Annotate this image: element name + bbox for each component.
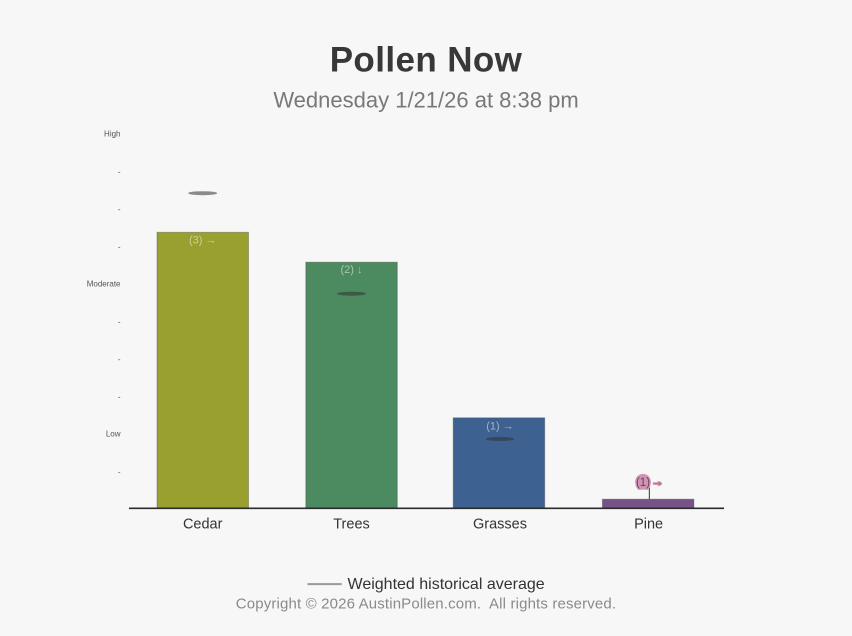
svg-text:Moderate: Moderate bbox=[87, 279, 121, 288]
svg-text:-: - bbox=[118, 317, 121, 326]
svg-text:High: High bbox=[104, 129, 120, 138]
svg-text:Pine: Pine bbox=[634, 517, 663, 533]
svg-text:Copyright © 2026 AustinPollen.: Copyright © 2026 AustinPollen.com. All r… bbox=[236, 596, 616, 613]
svg-text:(1) →: (1) → bbox=[486, 421, 514, 433]
svg-text:(1): (1) bbox=[636, 477, 650, 489]
svg-text:Wednesday 1/21/26 at 8:38 pm: Wednesday 1/21/26 at 8:38 pm bbox=[273, 88, 578, 113]
svg-text:-: - bbox=[118, 205, 121, 214]
svg-text:(3) →: (3) → bbox=[189, 234, 217, 246]
svg-text:Grasses: Grasses bbox=[473, 517, 527, 533]
svg-text:(2) ↓: (2) ↓ bbox=[341, 264, 363, 276]
svg-text:-: - bbox=[118, 392, 121, 401]
svg-text:Low: Low bbox=[106, 429, 121, 438]
svg-text:Trees: Trees bbox=[333, 517, 370, 533]
svg-text:Cedar: Cedar bbox=[183, 517, 223, 533]
svg-text:-: - bbox=[118, 167, 121, 176]
svg-text:Pollen Now: Pollen Now bbox=[330, 41, 523, 80]
svg-text:→: → bbox=[652, 474, 664, 488]
svg-text:Weighted historical average: Weighted historical average bbox=[348, 576, 545, 593]
svg-text:-: - bbox=[118, 467, 121, 476]
svg-text:-: - bbox=[118, 242, 121, 251]
svg-text:-: - bbox=[118, 355, 121, 364]
